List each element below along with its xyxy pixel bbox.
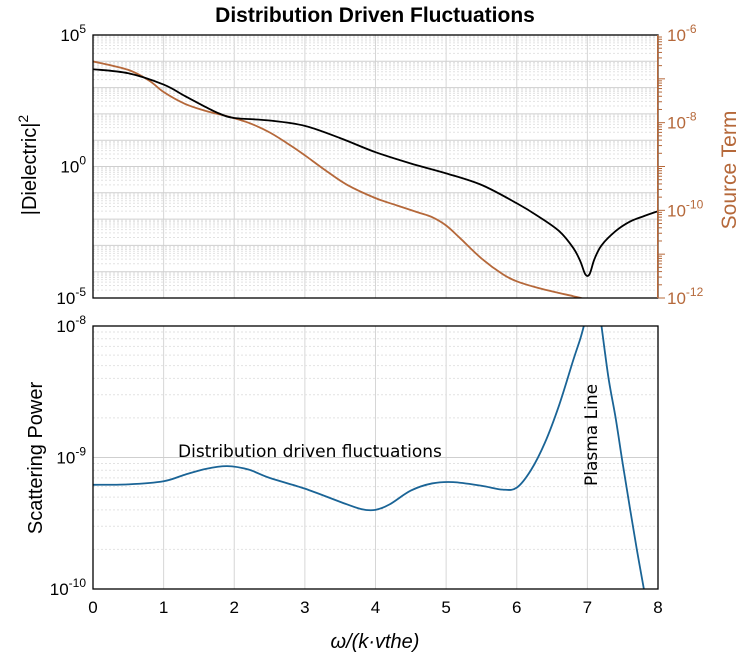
- top-y2-tick-exp: -10: [686, 197, 704, 211]
- top-y-tick-base: 10: [60, 158, 79, 177]
- annotation-distribution-fluctuations: Distribution driven fluctuations: [178, 442, 442, 462]
- top-y-tick-1: 100: [60, 154, 86, 177]
- top-y-tick-0: 10-5: [56, 285, 86, 308]
- bottom-x-tick-6: 6: [512, 598, 521, 617]
- top-y2-tick-exp: -8: [686, 110, 697, 124]
- top-y2-axis-label: Source Term: [718, 111, 741, 230]
- bottom-x-tick-8: 8: [653, 598, 662, 617]
- bottom-y-tick-base: 10: [56, 449, 75, 468]
- bottom-x-tick-labels: 0 1 2 3 4 5 6 7 8: [88, 598, 662, 617]
- top-y-tick-base: 10: [60, 26, 79, 45]
- top-y-tick-exp: 0: [79, 154, 86, 168]
- top-right-axis: [657, 35, 659, 298]
- top-y2-tick-1: 10-10: [667, 197, 704, 220]
- top-y2-tick-base: 10: [667, 289, 686, 308]
- bottom-x-axis-label: ω/(k·vthe): [331, 631, 420, 653]
- bottom-x-tick-1: 1: [159, 598, 168, 617]
- top-y-tick-exp: -5: [75, 285, 86, 299]
- chart-title: Distribution Driven Fluctuations: [215, 4, 535, 27]
- top-y2-tick-base: 10: [667, 114, 686, 133]
- bottom-y-axis-label: Scattering Power: [25, 382, 47, 535]
- bottom-plot-frame: [92, 325, 659, 590]
- top-y-tick-2: 105: [60, 22, 86, 45]
- dielectric-line: [93, 68, 658, 277]
- top-y2-tick-base: 10: [667, 26, 686, 45]
- top-y-label-base: |Dielectric|: [19, 123, 41, 216]
- bottom-x-tick-2: 2: [230, 598, 239, 617]
- scattering-power-line-0: [93, 326, 585, 512]
- top-y2-tick-2: 10-8: [667, 110, 697, 133]
- scattering-power-line-1: [600, 326, 645, 589]
- top-y-label-sup: 2: [15, 115, 31, 123]
- bottom-y-tick-exp: -8: [75, 313, 86, 327]
- bottom-y-tick-base: 10: [50, 580, 69, 599]
- top-grid: [92, 35, 659, 298]
- top-y2-tick-exp: -6: [686, 22, 697, 36]
- bottom-y-tick-base: 10: [56, 317, 75, 336]
- top-y2-tick-base: 10: [667, 201, 686, 220]
- source-term-line: [93, 60, 585, 298]
- top-y-axis-label: |Dielectric|2: [15, 115, 41, 216]
- bottom-x-tick-0: 0: [88, 598, 97, 617]
- bottom-y-tick-0: 10-10: [50, 576, 87, 599]
- bottom-y-tick-2: 10-8: [56, 313, 86, 336]
- top-y2-tick-3: 10-6: [667, 22, 697, 45]
- bottom-x-tick-3: 3: [300, 598, 309, 617]
- top-y2-tick-exp: -12: [686, 285, 704, 299]
- bottom-x-tick-5: 5: [441, 598, 450, 617]
- top-y-tick-exp: 5: [79, 22, 86, 36]
- bottom-x-tick-7: 7: [583, 598, 592, 617]
- top-series: [93, 60, 658, 298]
- bottom-y-tick-exp: -9: [75, 445, 86, 459]
- bottom-y-tick-exp: -10: [69, 576, 87, 590]
- annotation-plasma-line: Plasma Line: [582, 384, 602, 486]
- top-y-tick-base: 10: [56, 289, 75, 308]
- top-y2-tick-0: 10-12: [667, 285, 704, 308]
- bottom-x-tick-4: 4: [371, 598, 380, 617]
- bottom-y-tick-1: 10-9: [56, 445, 86, 468]
- bottom-series: [93, 326, 645, 589]
